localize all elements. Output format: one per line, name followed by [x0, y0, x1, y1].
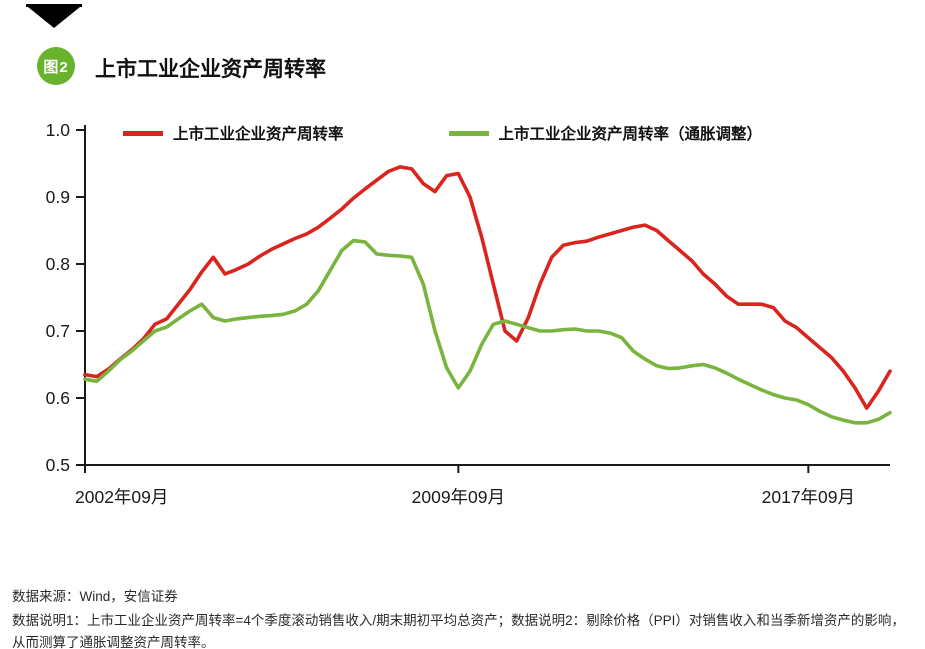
page-title: 上市工业企业资产周转率	[95, 58, 326, 81]
green-line-swatch	[448, 130, 489, 136]
x-tick-label: 2002年09月	[75, 487, 168, 507]
data-source-text: 数据来源：Wind，安信证券	[12, 589, 178, 604]
data-notes-text: 数据说明1：上市工业企业资产周转率=4个季度滚动销售收入/期末期初平均总资产；数…	[12, 612, 905, 649]
y-tick-label: 0.6	[46, 388, 70, 408]
x-tick-label: 2009年09月	[412, 487, 505, 507]
series-line-1	[83, 238, 892, 425]
series-line-0	[83, 165, 892, 410]
legend-label-red: 上市工业企业资产周转率	[173, 126, 344, 143]
x-tick-label: 2017年09月	[762, 487, 855, 507]
corner-triangle-marker	[26, 4, 82, 28]
figure-number-badge: 图2	[37, 47, 75, 85]
y-tick-label: 0.9	[46, 187, 70, 207]
red-line-swatch	[123, 130, 163, 136]
legend-label-green: 上市工业企业资产周转率（通胀调整）	[498, 126, 763, 143]
y-tick-label: 0.7	[46, 321, 70, 341]
legend-item-green: 上市工业企业资产周转率（通胀调整）	[448, 122, 763, 144]
figure-number-label: 图2	[43, 58, 69, 76]
y-tick-label: 0.8	[46, 254, 70, 274]
chart-legend: 上市工业企业资产周转率 上市工业企业资产周转率（通胀调整）	[123, 122, 762, 144]
y-tick-label: 0.5	[46, 455, 70, 475]
y-tick-label: 1.0	[46, 120, 71, 140]
footer-notes: 数据来源：Wind，安信证券 数据说明1：上市工业企业资产周转率=4个季度滚动销…	[12, 586, 915, 649]
legend-item-red: 上市工业企业资产周转率	[123, 122, 344, 144]
